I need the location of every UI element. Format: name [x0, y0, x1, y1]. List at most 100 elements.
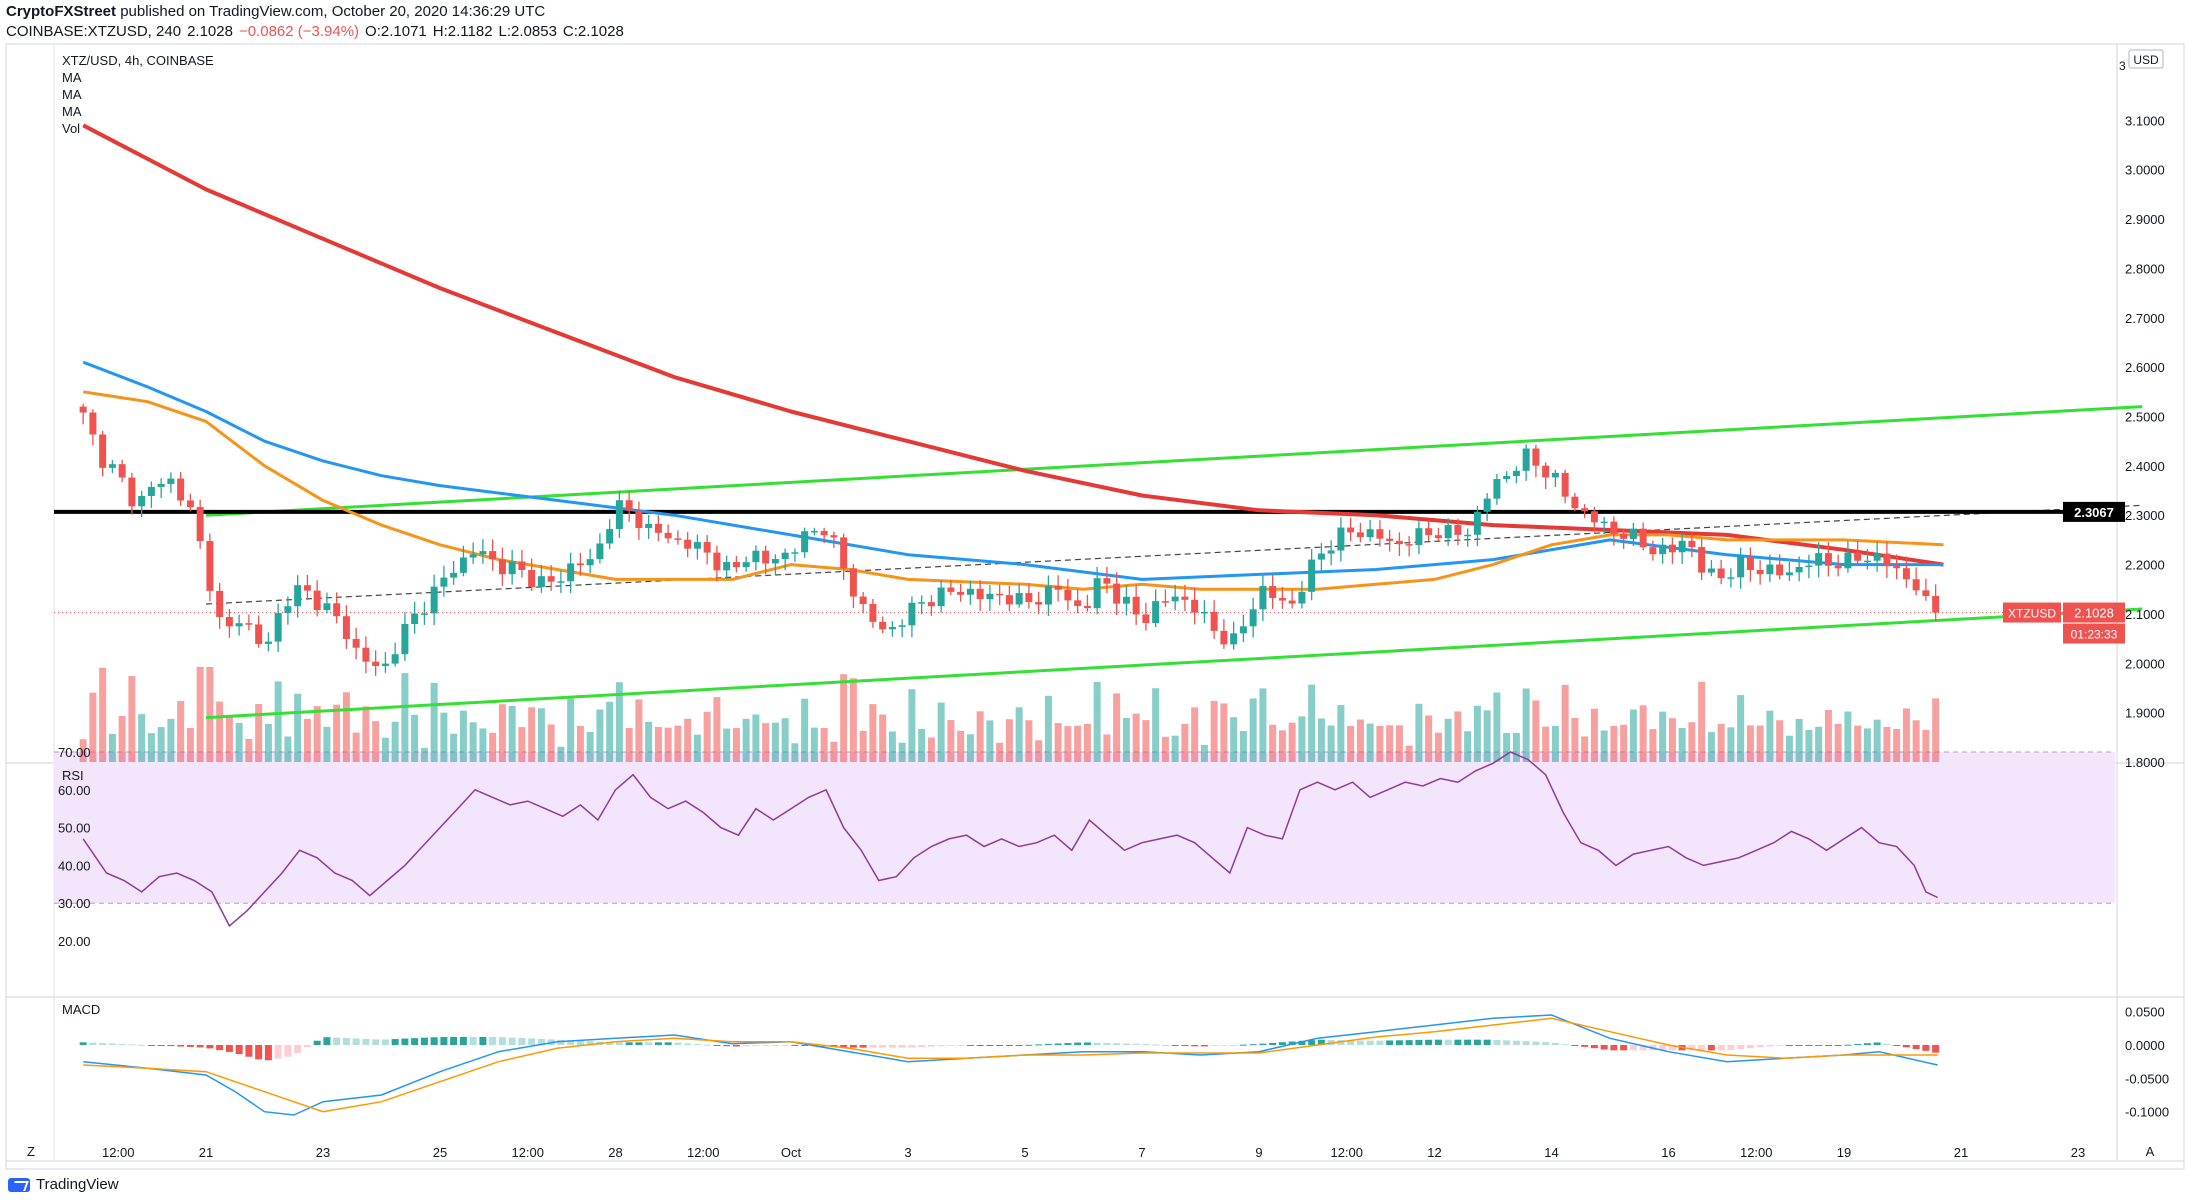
- candle-body: [1571, 496, 1579, 509]
- macd-histogram-bar: [284, 1045, 292, 1057]
- candle-body: [606, 529, 614, 544]
- legend-vol[interactable]: Vol: [62, 121, 81, 136]
- candle-body: [1795, 566, 1803, 573]
- candle-body: [1288, 600, 1296, 604]
- timezone-button: Z: [27, 1144, 35, 1159]
- volume-bar: [1590, 708, 1598, 762]
- macd-histogram-bar: [1210, 1045, 1218, 1046]
- volume-bar: [547, 724, 555, 762]
- volume-bar: [1503, 732, 1511, 762]
- volume-bar: [479, 728, 487, 762]
- high-value: H:2.1182: [432, 23, 493, 40]
- candle-body: [372, 661, 380, 666]
- macd-histogram-bar: [264, 1045, 272, 1061]
- candle-body: [528, 569, 536, 588]
- price-tick-label: 2.4000: [2125, 459, 2165, 474]
- macd-histogram-bar: [1844, 1044, 1852, 1046]
- macd-histogram-bar: [937, 1045, 945, 1047]
- macd-histogram-bar: [420, 1037, 428, 1045]
- candle-body: [1766, 564, 1774, 575]
- price-tick-label: 2.6000: [2125, 360, 2165, 375]
- candle-body: [830, 535, 838, 538]
- macd-histogram-bar: [128, 1044, 136, 1046]
- macd-histogram-bar: [713, 1045, 721, 1046]
- macd-label: MACD: [62, 1002, 100, 1017]
- macd-histogram-bar: [918, 1045, 926, 1048]
- macd-histogram-bar: [1883, 1043, 1891, 1045]
- price-tick-label: 2.1000: [2125, 607, 2165, 622]
- macd-histogram-bar: [1688, 1045, 1696, 1051]
- legend-ma-3[interactable]: MA: [62, 104, 82, 119]
- candle-body: [713, 552, 721, 571]
- price-tick-label: 2.9000: [2125, 212, 2165, 227]
- macd-tick-label: -0.1000: [2125, 1105, 2169, 1120]
- rsi-label: RSI: [62, 768, 84, 783]
- volume-bar: [947, 720, 955, 762]
- volume-bar: [1376, 725, 1384, 762]
- volume-bar: [859, 730, 867, 762]
- time-tick-label: 21: [1954, 1145, 1968, 1160]
- macd-histogram-bar: [528, 1038, 536, 1045]
- candle-body: [703, 542, 711, 553]
- candle-body: [1493, 479, 1501, 499]
- candle-body: [927, 602, 935, 607]
- volume-bar: [1269, 724, 1277, 762]
- candle-body: [1317, 553, 1325, 560]
- macd-histogram-bar: [557, 1039, 565, 1045]
- currency-box[interactable]: [2128, 49, 2164, 69]
- time-tick-label: 23: [2071, 1145, 2085, 1160]
- candle-body: [1005, 595, 1013, 605]
- volume-bar: [1766, 710, 1774, 762]
- price-tick-label: 2.0000: [2125, 656, 2165, 671]
- macd-histogram-bar: [1785, 1045, 1793, 1046]
- candle-body: [1356, 532, 1364, 538]
- macd-histogram-bar: [459, 1036, 467, 1045]
- volume-bar: [1805, 729, 1813, 762]
- candle-body: [235, 623, 243, 627]
- volume-bar: [898, 742, 906, 762]
- candle-body: [635, 510, 643, 529]
- volume-bar: [1571, 717, 1579, 762]
- macd-histogram-bar: [99, 1043, 107, 1045]
- candle-body: [1561, 472, 1569, 497]
- legend-ma-2[interactable]: MA: [62, 87, 82, 102]
- candle-body: [1776, 564, 1784, 576]
- macd-histogram-bar: [1434, 1039, 1442, 1045]
- volume-bar: [469, 722, 477, 762]
- macd-histogram-bar: [1054, 1043, 1062, 1045]
- volume-bar: [1298, 716, 1306, 762]
- time-tick-label: 19: [1837, 1145, 1851, 1160]
- volume-bar: [1756, 725, 1764, 762]
- macd-histogram-bar: [1044, 1043, 1052, 1045]
- candle-body: [742, 562, 750, 568]
- rsi-tick-label: 20.00: [58, 934, 91, 949]
- candle-body: [1737, 556, 1745, 578]
- macd-histogram-bar: [567, 1040, 575, 1045]
- macd-histogram-bar: [976, 1045, 984, 1046]
- macd-histogram-bar: [1824, 1045, 1832, 1046]
- macd-histogram-bar: [1532, 1041, 1540, 1045]
- volume-bar: [167, 718, 175, 762]
- candle-body: [79, 406, 87, 413]
- volume-bar: [1249, 698, 1257, 762]
- candle-body: [986, 593, 994, 600]
- macd-histogram-bar: [966, 1045, 974, 1046]
- candle-body: [1405, 544, 1413, 546]
- candle-body: [1824, 553, 1832, 566]
- volume-bar: [1795, 718, 1803, 762]
- volume-bar: [586, 731, 594, 762]
- macd-histogram-bar: [167, 1045, 175, 1047]
- volume-bar: [440, 712, 448, 762]
- candle-body: [859, 596, 867, 604]
- candle-body: [1688, 540, 1696, 548]
- indicator-legend: XTZ/USD, 4h, COINBASE MA MA MA Vol: [62, 52, 214, 137]
- legend-ma-1[interactable]: MA: [62, 70, 82, 85]
- candle-body: [879, 621, 887, 630]
- macd-histogram-bar: [586, 1041, 594, 1045]
- macd-histogram-bar: [1922, 1045, 1930, 1051]
- macd-histogram-bar: [206, 1045, 214, 1049]
- volume-bar: [1288, 722, 1296, 762]
- volume-bar: [1044, 695, 1052, 762]
- volume-bar: [957, 730, 965, 762]
